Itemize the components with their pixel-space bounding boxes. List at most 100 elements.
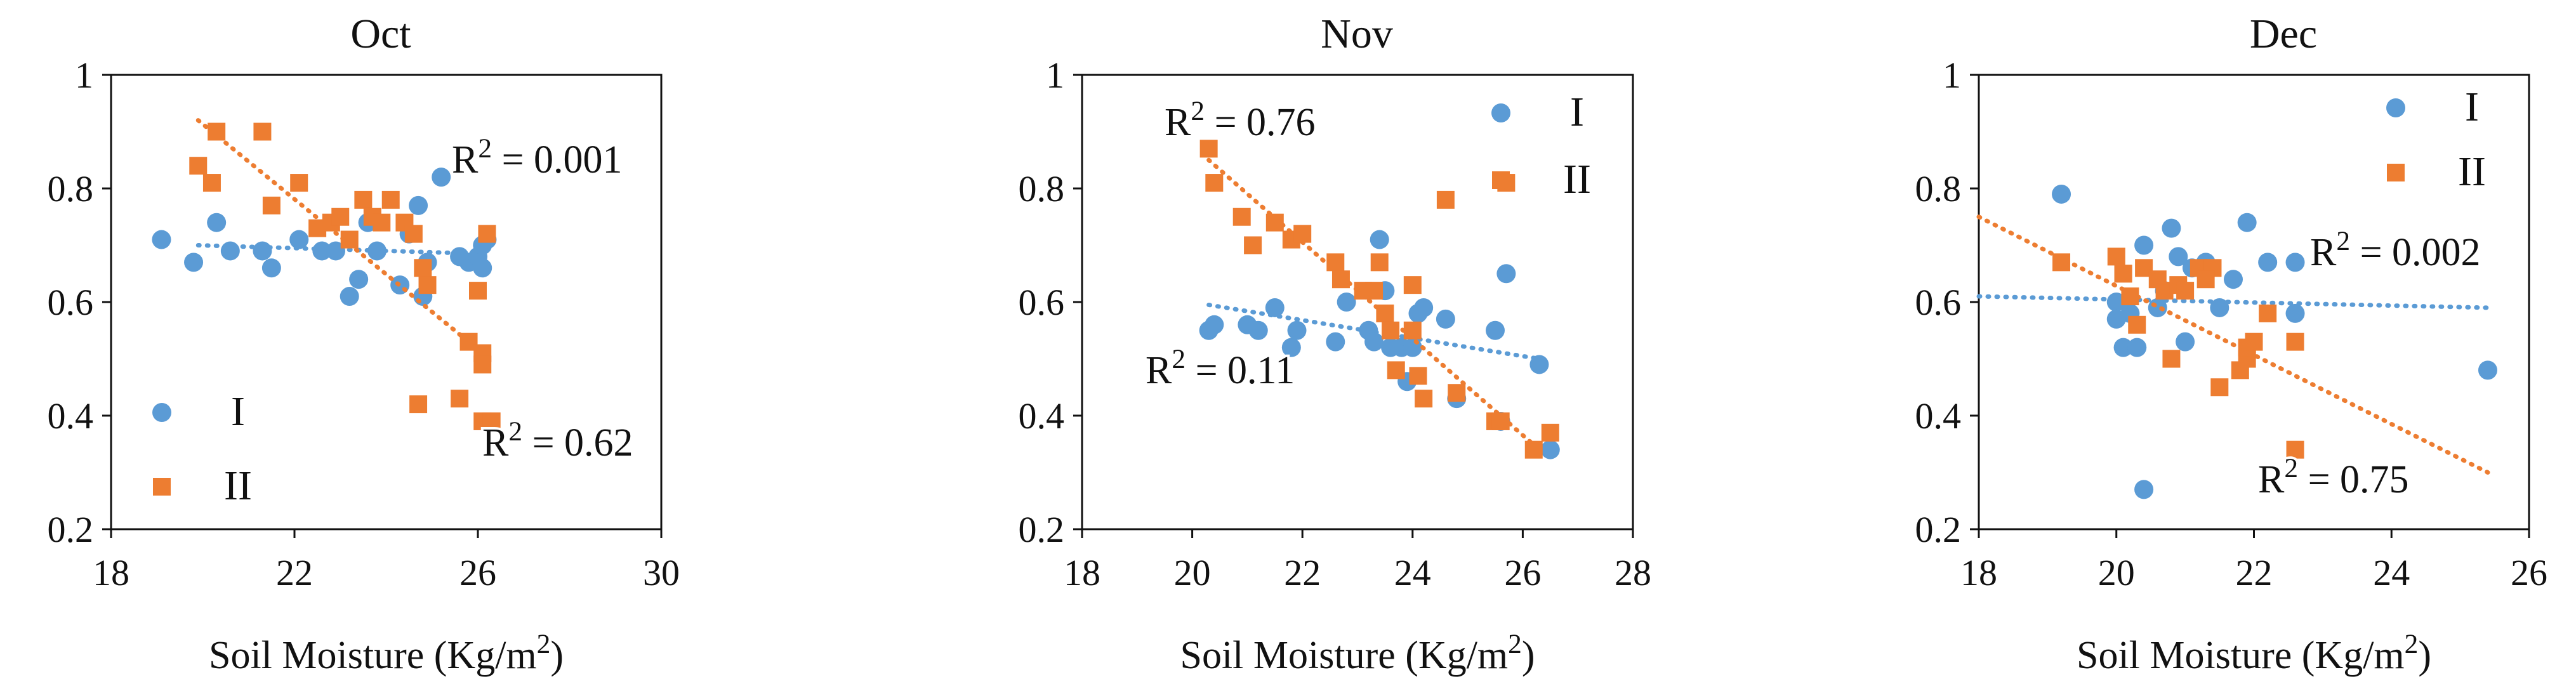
x-tick-label: 22	[1284, 552, 1321, 593]
x-tick-label: 22	[276, 552, 313, 593]
chart-title: Oct	[350, 11, 411, 57]
data-point	[2258, 253, 2278, 272]
chart-title: Dec	[2250, 11, 2317, 57]
x-axis-label: Soil Moisture (Kg/m2)	[2077, 629, 2431, 677]
data-point	[1403, 276, 1422, 294]
data-point	[1205, 315, 1224, 334]
series-II: R2 = 0.76	[1162, 93, 1559, 459]
legend-marker-II	[2387, 164, 2405, 181]
data-point	[326, 241, 346, 261]
data-point	[2176, 282, 2195, 300]
data-point	[478, 225, 496, 243]
panel-dec: Dec 0.2 0.4 0.6 0.8 1 18 20 22 24 26 Soil Moisture …	[1915, 11, 2548, 677]
data-point	[290, 174, 308, 192]
data-point	[2285, 253, 2305, 272]
series-II: R2 = 0.62	[189, 118, 636, 467]
data-point	[2176, 332, 2195, 352]
data-point	[1281, 338, 1301, 357]
data-point	[1403, 338, 1422, 357]
data-point	[367, 241, 387, 261]
y-tick-label: 0.6	[1915, 282, 1962, 323]
data-point	[2210, 378, 2229, 397]
data-point	[2127, 338, 2147, 357]
data-point	[414, 259, 432, 277]
data-point	[1287, 320, 1307, 340]
data-point	[1337, 293, 1356, 312]
data-point	[2196, 270, 2215, 289]
data-point	[1376, 304, 1394, 322]
data-point	[1365, 282, 1384, 300]
x-tick-label: 18	[93, 552, 129, 593]
legend-marker-I	[1491, 103, 1510, 122]
data-point	[189, 157, 208, 175]
data-point	[418, 276, 437, 294]
data-point	[331, 207, 350, 226]
data-point	[1326, 253, 1345, 272]
x-tick-label: 24	[2373, 552, 2410, 593]
data-point	[1382, 321, 1400, 339]
x-tick-label: 24	[1394, 552, 1431, 593]
legend-marker-II	[1492, 171, 1510, 189]
data-point	[1293, 225, 1312, 243]
data-point	[1436, 190, 1455, 209]
data-point	[2478, 360, 2497, 380]
r2-label-II: R2 = 0.62	[482, 416, 633, 464]
data-point	[1387, 361, 1405, 379]
data-point	[1524, 440, 1543, 459]
data-point	[409, 195, 428, 215]
data-point	[1326, 332, 1345, 352]
data-point	[1414, 298, 1434, 317]
y-tick-label: 1	[75, 55, 93, 96]
data-point	[2134, 480, 2154, 499]
x-tick-label: 26	[2511, 552, 2547, 593]
data-point	[207, 213, 227, 232]
data-point	[1244, 236, 1262, 254]
data-point	[2286, 440, 2304, 459]
data-point	[289, 230, 309, 249]
trendline-I	[1976, 294, 2490, 310]
data-point	[349, 270, 369, 289]
legend-label-I: I	[1570, 89, 1584, 135]
data-point	[2134, 235, 2154, 255]
data-point	[354, 190, 373, 209]
legend-marker-II	[153, 478, 171, 496]
x-tick-label: 26	[1504, 552, 1541, 593]
y-tick-label: 0.6	[1019, 282, 1065, 323]
data-point	[1491, 412, 1510, 430]
r2-label-I: R2 = 0.001	[452, 133, 623, 181]
panel-oct: Oct 0.2 0.4 0.6 0.8 1 18 22 26 30 Soil Moisture (K…	[48, 11, 680, 677]
y-tick-label: 0.2	[1019, 509, 1065, 550]
data-point	[432, 168, 451, 187]
data-point	[2162, 350, 2181, 368]
data-point	[1370, 230, 1389, 249]
data-point	[1403, 321, 1422, 339]
y-tick-label: 0.8	[48, 168, 94, 209]
x-tick-label: 20	[1174, 552, 1211, 593]
data-point	[2169, 247, 2188, 267]
series-I: R2 = 0.002	[1976, 184, 2497, 499]
data-point	[208, 122, 226, 141]
data-point	[220, 241, 240, 261]
x-tick-label: 26	[459, 552, 496, 593]
y-tick-label: 1	[1943, 55, 1961, 96]
data-point	[1436, 309, 1455, 329]
x-tick-label: 28	[1615, 552, 1651, 593]
data-point	[1448, 384, 1466, 402]
data-point	[2237, 213, 2257, 232]
data-point	[253, 241, 272, 261]
data-point	[2107, 247, 2125, 266]
y-tick-label: 0.4	[1019, 395, 1065, 437]
data-point	[1331, 270, 1350, 289]
y-tick-label: 0.4	[1915, 395, 1962, 437]
x-tick-label: 18	[1960, 552, 1997, 593]
data-point	[1265, 298, 1285, 317]
y-tick-label: 0.2	[1915, 509, 1962, 550]
data-point	[253, 122, 272, 141]
data-point	[152, 230, 171, 249]
legend-marker-I	[2386, 98, 2405, 117]
data-point	[262, 196, 281, 214]
data-point	[1205, 174, 1224, 192]
data-point	[2286, 333, 2304, 351]
data-point	[473, 258, 492, 278]
